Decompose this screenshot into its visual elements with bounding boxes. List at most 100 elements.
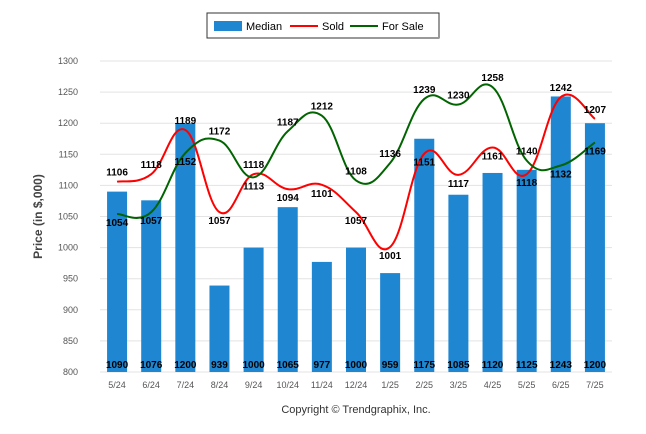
x-tick-label: 1/25: [381, 380, 399, 390]
y-tick-label: 1200: [58, 118, 78, 128]
copyright-text: Copyright © Trendgraphix, Inc.: [281, 404, 430, 416]
bar-median: [243, 247, 264, 372]
sold-value-label: 1161: [482, 151, 504, 162]
bar-value-label: 1000: [242, 360, 265, 371]
bar-median: [516, 169, 537, 372]
bar-value-label: 1200: [174, 360, 197, 371]
bar-value-label: 1076: [140, 360, 163, 371]
bar-median: [346, 247, 366, 372]
for-sale-value-label: 1172: [209, 127, 231, 138]
for-sale-value-label: 1108: [345, 166, 367, 177]
bar-value-label: 1200: [584, 360, 607, 371]
bar-median: [380, 273, 401, 372]
bar-median: [550, 96, 571, 372]
sold-value-label: 1242: [550, 83, 573, 94]
bar-series-median: [107, 96, 605, 372]
for-sale-value-label: 1187: [277, 117, 299, 128]
for-sale-value-label: 1136: [379, 149, 401, 160]
y-axis-label: Price (in $,000): [31, 174, 45, 259]
bar-median: [175, 123, 196, 372]
bar-value-label: 939: [211, 360, 228, 371]
x-tick-label: 8/24: [211, 380, 229, 390]
bar-value-label: 1125: [516, 360, 538, 371]
legend-label-median: Median: [246, 21, 282, 33]
y-tick-label: 950: [63, 274, 78, 284]
x-tick-label: 7/25: [586, 380, 604, 390]
bar-data-labels: 1090 1076 1200 939 1000 1065 977 1000 959 1175 108…: [106, 360, 607, 371]
bar-value-label: 1065: [277, 360, 300, 371]
bar-value-label: 1175: [413, 360, 435, 371]
y-tick-label: 850: [63, 336, 78, 346]
x-tick-label: 7/24: [177, 380, 195, 390]
x-tick-label: 11/24: [311, 380, 333, 390]
for-sale-value-label: 1169: [584, 146, 606, 157]
bar-value-label: 1090: [106, 360, 129, 371]
y-tick-label: 900: [63, 305, 78, 315]
line-series: [116, 83, 596, 251]
for-sale-value-label: 1140: [516, 147, 538, 158]
bar-median: [209, 285, 230, 372]
bar-value-label: 1085: [447, 360, 470, 371]
bar-value-label: 1000: [345, 360, 368, 371]
sold-value-label: 1118: [141, 160, 163, 171]
legend-label-for-sale: For Sale: [382, 21, 424, 33]
bar-median: [107, 191, 128, 372]
x-tick-label: 2/25: [416, 380, 434, 390]
sold-value-label: 1117: [448, 179, 470, 190]
for-sale-value-label: 1057: [140, 216, 163, 227]
for-sale-value-label: 1054: [106, 218, 129, 229]
bar-median: [584, 123, 605, 372]
bar-median: [311, 261, 332, 372]
x-tick-label: 3/25: [450, 380, 468, 390]
y-tick-label: 1250: [58, 87, 78, 97]
y-tick-label: 1000: [58, 243, 78, 253]
y-tick-label: 1150: [59, 149, 78, 159]
x-tick-label: 9/24: [245, 380, 263, 390]
x-axis-ticks: 5/24 6/24 7/24 8/24 9/24 10/24 11/24 12/24 1/25 2…: [108, 380, 603, 390]
legend: Median Sold For Sale: [206, 12, 440, 39]
bar-median: [482, 172, 503, 372]
y-tick-label: 800: [63, 367, 78, 377]
x-tick-label: 6/25: [552, 380, 570, 390]
for-sale-value-label: 1239: [413, 85, 436, 96]
for-sale-value-label: 1230: [447, 91, 470, 102]
legend-swatch-median: [214, 21, 242, 31]
bar-value-label: 959: [382, 360, 399, 371]
bar-median: [141, 200, 162, 372]
legend-label-sold: Sold: [322, 21, 344, 33]
y-axis-ticks: 800 850 900 950 1000 1050 1100 1150 1200 1250 1300: [58, 56, 78, 377]
sold-value-label: 1057: [345, 216, 368, 227]
sold-value-label: 1118: [243, 160, 265, 171]
x-tick-label: 4/25: [484, 380, 502, 390]
line-for-sale: [116, 83, 596, 219]
sold-value-label: 1094: [277, 193, 300, 204]
line-sold: [116, 93, 596, 251]
y-tick-label: 1050: [58, 212, 78, 222]
sold-value-label: 1207: [584, 105, 607, 116]
sold-value-label: 1151: [413, 158, 435, 169]
y-tick-label: 1300: [58, 56, 78, 66]
x-tick-label: 12/24: [345, 380, 368, 390]
x-tick-label: 5/24: [108, 380, 126, 390]
sold-value-label: 1106: [106, 168, 128, 179]
y-tick-label: 1100: [59, 180, 78, 190]
bar-median: [277, 207, 298, 372]
for-sale-value-label: 1113: [243, 181, 265, 192]
bar-value-label: 977: [314, 360, 331, 371]
bar-value-label: 1120: [482, 360, 504, 371]
sold-value-label: 1101: [311, 189, 333, 200]
bar-median: [414, 138, 435, 372]
sold-value-label: 1057: [208, 216, 231, 227]
x-tick-label: 10/24: [276, 380, 299, 390]
sold-value-label: 1118: [516, 178, 538, 189]
sold-value-label: 1001: [379, 251, 402, 262]
for-sale-value-label: 1152: [174, 157, 196, 168]
legend-box: [206, 12, 440, 39]
bar-value-label: 1243: [550, 360, 573, 371]
x-tick-label: 6/24: [142, 380, 160, 390]
bar-median: [448, 194, 469, 372]
sold-value-label: 1189: [174, 116, 196, 127]
line-data-labels: 1106 1054 1118 1057 1189 1152 1057 1172 1118 1113…: [106, 73, 607, 262]
for-sale-value-label: 1212: [311, 102, 334, 113]
